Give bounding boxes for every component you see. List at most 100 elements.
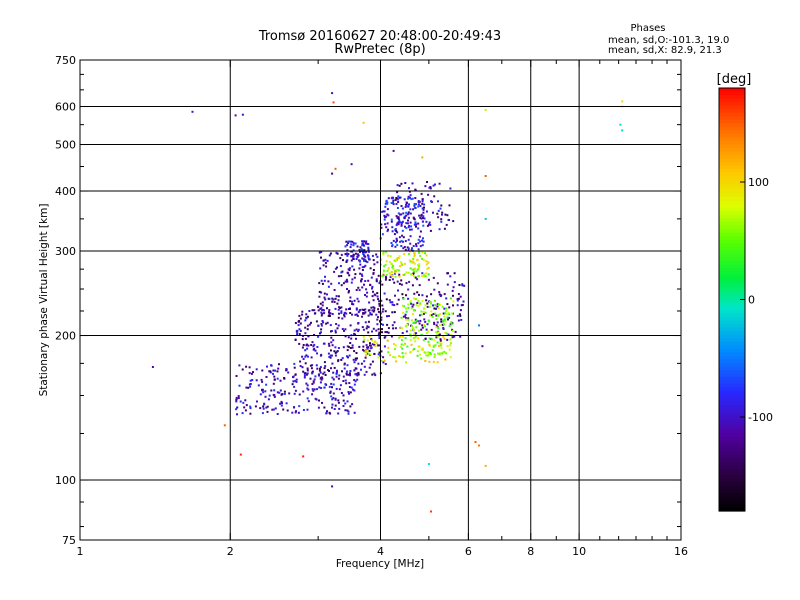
scatter-point — [390, 218, 393, 221]
scatter-point — [409, 329, 412, 332]
scatter-point — [349, 324, 352, 327]
scatter-point — [384, 250, 387, 253]
scatter-point — [334, 297, 337, 300]
scatter-point — [241, 368, 244, 371]
scatter-point — [416, 354, 419, 357]
scatter-point — [356, 245, 359, 248]
scatter-point — [328, 314, 331, 317]
scatter-point — [254, 405, 257, 408]
scatter-point — [298, 328, 301, 331]
scatter-point — [429, 337, 432, 340]
scatter-point — [402, 311, 405, 314]
scatter-point — [459, 295, 462, 298]
scatter-point — [425, 260, 428, 263]
scatter-point — [344, 379, 347, 382]
scatter-point — [320, 314, 323, 317]
scatter-point — [345, 278, 348, 281]
scatter-point — [342, 394, 345, 397]
scatter-point — [439, 207, 442, 210]
scatter-point — [310, 356, 313, 359]
colorbar-segment — [719, 433, 745, 438]
scatter-point — [293, 362, 296, 365]
scatter-point — [353, 383, 356, 386]
scatter-point — [287, 371, 290, 374]
scatter-point — [261, 369, 264, 372]
scatter-point — [302, 455, 305, 458]
scatter-point — [417, 264, 420, 267]
scatter-point — [331, 354, 333, 357]
scatter-point — [435, 307, 437, 310]
scatter-point — [326, 410, 328, 413]
scatter-point — [429, 314, 431, 317]
scatter-point — [280, 402, 283, 404]
scatter-point — [417, 337, 420, 340]
scatter-point — [301, 366, 304, 369]
scatter-point — [424, 325, 426, 328]
scatter-point — [391, 311, 394, 314]
scatter-point — [440, 294, 443, 297]
scatter-point — [363, 338, 366, 341]
scatter-point — [418, 329, 421, 332]
scatter-point — [425, 295, 428, 298]
scatter-point — [352, 254, 355, 257]
scatter-point — [397, 256, 400, 259]
colorbar-segment — [719, 102, 745, 107]
scatter-point — [364, 294, 366, 296]
scatter-point — [349, 246, 352, 249]
scatter-point — [429, 300, 432, 303]
scatter-point — [334, 354, 337, 357]
scatter-point — [362, 348, 364, 351]
colorbar-segment — [719, 405, 745, 410]
scatter-point — [283, 390, 286, 393]
scatter-point — [294, 389, 297, 392]
scatter-point — [348, 392, 350, 395]
colorbar-segment — [719, 496, 745, 502]
scatter-point — [359, 272, 362, 275]
scatter-point — [423, 274, 426, 277]
scatter-point — [330, 330, 333, 332]
colorbar-segment — [719, 436, 745, 442]
scatter-point — [191, 110, 194, 113]
colorbar-segment — [719, 465, 745, 470]
scatter-point — [340, 311, 343, 314]
scatter-point — [337, 347, 340, 349]
scatter-point — [347, 356, 349, 359]
scatter-point — [456, 298, 459, 300]
scatter-point — [360, 273, 363, 276]
scatter-point — [434, 183, 436, 186]
scatter-point — [366, 349, 369, 352]
scatter-point — [346, 249, 349, 252]
scatter-point — [402, 247, 405, 250]
scatter-point — [324, 365, 327, 368]
scatter-point — [397, 198, 400, 201]
scatter-point — [235, 397, 238, 400]
scatter-point — [346, 280, 349, 283]
scatter-point — [338, 407, 341, 410]
colorbar-segment — [719, 211, 745, 216]
scatter-point — [391, 324, 394, 327]
scatter-point — [424, 311, 427, 314]
scatter-point — [331, 362, 334, 365]
scatter-point — [337, 359, 340, 362]
scatter-point — [383, 265, 386, 268]
scatter-point — [421, 244, 424, 247]
colorbar-segment — [719, 345, 745, 350]
scatter-point — [385, 226, 388, 229]
scatter-point — [425, 254, 428, 257]
scatter-point — [385, 215, 388, 218]
scatter-point — [410, 228, 413, 231]
scatter-point — [304, 349, 307, 352]
scatter-point — [395, 224, 398, 227]
scatter-point — [278, 391, 281, 394]
scatter-point — [413, 275, 415, 278]
scatter-point — [377, 316, 379, 319]
scatter-point — [484, 109, 487, 111]
colorbar-segment — [719, 306, 745, 311]
scatter-point — [344, 280, 347, 283]
scatter-point — [407, 197, 410, 200]
scatter-point — [394, 228, 397, 231]
scatter-point — [358, 260, 361, 263]
colorbar-segment — [719, 133, 745, 138]
scatter-point — [344, 253, 347, 256]
scatter-point — [440, 220, 443, 223]
